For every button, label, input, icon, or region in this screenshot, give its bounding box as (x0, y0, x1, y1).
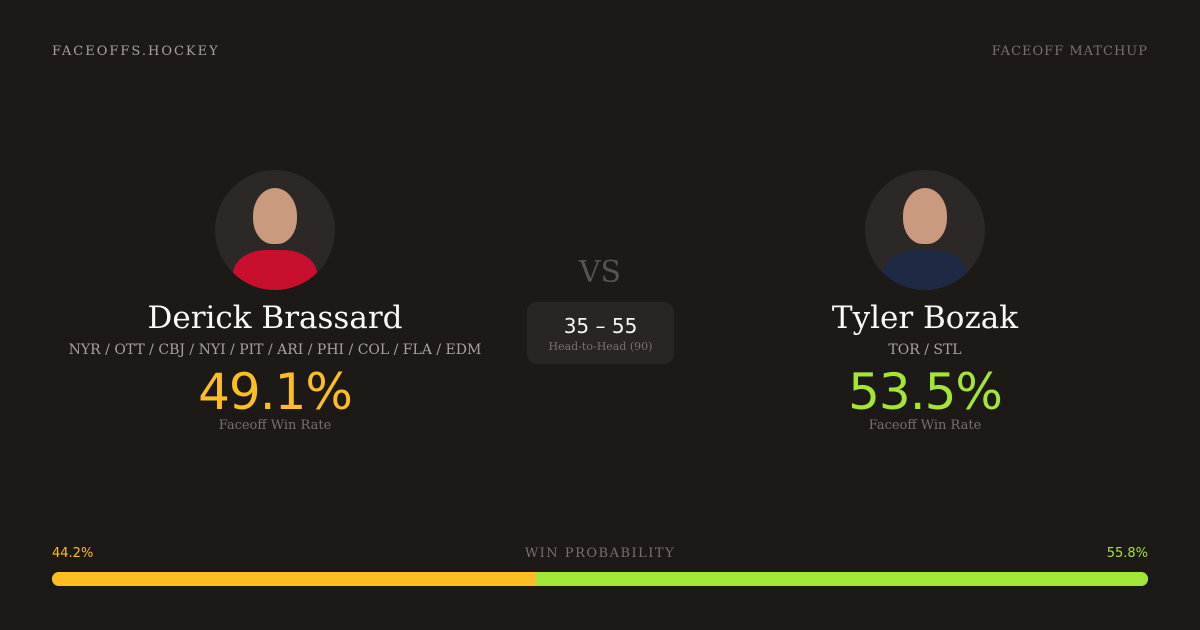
win-rate-label: Faceoff Win Rate (218, 418, 332, 433)
win-probability-bar (52, 572, 1148, 586)
player-win-rate: 49.1% (198, 363, 353, 421)
page-tag: FACEOFF MATCHUP (991, 44, 1148, 59)
site-brand[interactable]: FACEOFFS.HOCKEY (52, 44, 220, 59)
head-to-head-label: Head-to-Head (90) (548, 340, 653, 353)
player-name: Derick Brassard (147, 300, 403, 336)
player-name: Tyler Bozak (831, 300, 1019, 336)
player-left: Derick Brassard NYR / OTT / CBJ / NYI / … (25, 170, 525, 433)
player-teams: TOR / STL (888, 342, 962, 358)
player-right: Tyler Bozak TOR / STL 53.5% Faceoff Win … (675, 170, 1175, 433)
head-to-head-box: 35 – 55 Head-to-Head (90) (527, 302, 674, 364)
win-rate-label: Faceoff Win Rate (868, 418, 982, 433)
player-avatar (215, 170, 335, 290)
win-probability-right-fill (536, 572, 1148, 586)
head-to-head-score: 35 – 55 (563, 314, 638, 338)
win-probability-right: 55.8% (1106, 546, 1148, 561)
win-probability-left-fill (52, 572, 537, 586)
player-win-rate: 53.5% (848, 363, 1003, 421)
player-avatar (865, 170, 985, 290)
win-probability-title: WIN PROBABILITY (524, 546, 676, 561)
win-probability-left: 44.2% (52, 546, 94, 561)
vs-label: VS (578, 255, 622, 290)
player-teams: NYR / OTT / CBJ / NYI / PIT / ARI / PHI … (68, 342, 482, 358)
